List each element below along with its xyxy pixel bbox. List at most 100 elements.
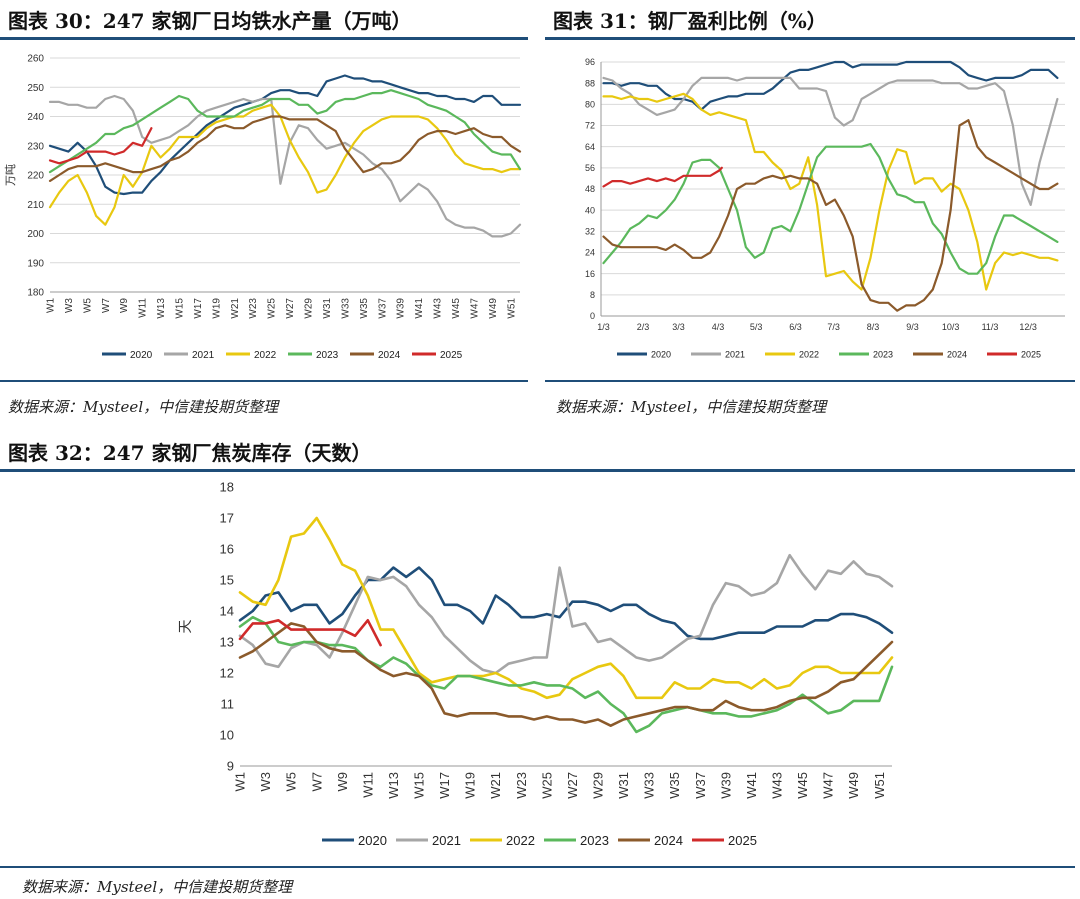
- y-axis-label: 天: [177, 620, 193, 634]
- legend-label-2023: 2023: [580, 833, 609, 848]
- x-tick-label: W35: [667, 772, 682, 799]
- y-tick-label: 88: [585, 78, 595, 88]
- x-tick-label: W9: [335, 772, 350, 792]
- legend-label-2023: 2023: [873, 349, 893, 359]
- x-tick-label: W29: [304, 298, 315, 319]
- y-tick-label: 10: [220, 728, 234, 743]
- legend-label-2023: 2023: [316, 350, 339, 361]
- x-tick-label: W17: [193, 298, 204, 319]
- y-tick-label: 56: [585, 163, 595, 173]
- y-tick-label: 0: [590, 311, 595, 321]
- x-tick-label: W23: [248, 298, 259, 319]
- x-tick-label: W49: [846, 772, 861, 799]
- chart-30-title: 图表 30：247 家钢厂日均铁水产量（万吨）: [8, 9, 412, 33]
- x-tick-label: W11: [138, 298, 149, 318]
- y-tick-label: 18: [220, 480, 234, 495]
- chart-30-bottom-rule: [0, 380, 528, 382]
- y-tick-label: 80: [585, 99, 595, 109]
- chart-32-rule: [0, 469, 1075, 472]
- series-line-2024: [238, 622, 894, 727]
- legend-label-2021: 2021: [192, 350, 215, 361]
- x-tick-label: W29: [591, 772, 606, 799]
- series-line-2021: [238, 553, 894, 675]
- legend-label-2022: 2022: [506, 833, 535, 848]
- x-tick-label: W31: [616, 772, 631, 799]
- x-tick-label: W7: [309, 772, 324, 792]
- x-tick-label: 9/3: [906, 322, 919, 332]
- x-tick-label: W15: [412, 772, 427, 799]
- y-tick-label: 220: [27, 171, 44, 182]
- x-tick-label: W35: [359, 298, 370, 319]
- y-tick-label: 64: [585, 142, 595, 152]
- chart-30-svg: 180 190 200 210 220 230 240 250 260 W1 W3 W5 W7 W9 W11…: [4, 54, 522, 361]
- y-tick-label: 260: [27, 54, 44, 65]
- y-tick-label: 12: [220, 666, 234, 681]
- chart-32-title: 图表 32：247 家钢厂焦炭库存（天数）: [8, 441, 372, 465]
- x-tick-label: W11: [360, 772, 375, 798]
- y-tick-label: 72: [585, 121, 595, 131]
- x-tick-label: W41: [744, 772, 759, 799]
- x-tick-label: 10/3: [942, 322, 960, 332]
- x-tick-label: W15: [175, 298, 186, 319]
- series-line-2020: [238, 566, 894, 641]
- x-tick-label: W33: [642, 772, 657, 799]
- x-tick-label: W51: [506, 298, 517, 319]
- x-tick-label: W21: [230, 298, 241, 319]
- series-line-2022: [48, 103, 522, 226]
- legend-label-2021: 2021: [432, 833, 461, 848]
- y-tick-label: 230: [27, 141, 44, 152]
- x-tick-label: W39: [718, 772, 733, 799]
- chart-32: 9 10 11 12 13 14 15 16 17 18 W1 W3 W5 W7 W9 W11 W13 W15 W1…: [0, 474, 1075, 864]
- y-tick-label: 190: [27, 258, 44, 269]
- chart-31-rule: [545, 37, 1075, 40]
- series-line-2022: [602, 92, 1059, 291]
- series-line-2023: [238, 615, 894, 734]
- x-tick-label: W51: [872, 772, 887, 799]
- x-tick-label: W13: [156, 298, 167, 319]
- y-tick-label: 17: [220, 511, 234, 526]
- legend-label-2022: 2022: [254, 350, 277, 361]
- y-tick-label: 40: [585, 205, 595, 215]
- y-tick-label: 13: [220, 635, 234, 650]
- legend-label-2024: 2024: [654, 833, 683, 848]
- x-tick-label: W41: [414, 298, 425, 319]
- y-tick-label: 14: [220, 604, 234, 619]
- x-tick-label: W47: [821, 772, 836, 799]
- y-tick-label: 96: [585, 57, 595, 67]
- series-line-2025: [238, 619, 382, 647]
- x-tick-label: W19: [211, 298, 222, 319]
- x-tick-label: W27: [285, 298, 296, 319]
- x-tick-label: W3: [258, 772, 273, 792]
- x-tick-label: 3/3: [672, 322, 685, 332]
- x-tick-label: W1: [46, 298, 57, 313]
- x-tick-label: W3: [64, 298, 75, 313]
- chart-30-rule: [0, 37, 528, 40]
- x-tick-label: W5: [284, 772, 299, 792]
- x-tick-label: W23: [514, 772, 529, 799]
- chart-32-source: 数据来源：Mysteel，中信建投期货整理: [22, 878, 293, 896]
- x-tick-label: W43: [769, 772, 784, 799]
- x-tick-label: W31: [322, 298, 333, 319]
- y-tick-label: 180: [27, 288, 44, 299]
- x-tick-label: W47: [469, 298, 480, 319]
- x-tick-label: W19: [463, 772, 478, 799]
- x-tick-label: W45: [451, 298, 462, 319]
- chart-31-bottom-rule: [545, 380, 1075, 382]
- x-tick-label: W5: [82, 298, 93, 313]
- y-tick-label: 48: [585, 184, 595, 194]
- y-tick-label: 24: [585, 248, 595, 258]
- x-tick-label: 4/3: [712, 322, 725, 332]
- y-tick-label: 16: [220, 542, 234, 557]
- series-line-2020: [48, 74, 522, 196]
- x-tick-label: 6/3: [789, 322, 802, 332]
- legend-label-2022: 2022: [799, 349, 819, 359]
- series-line-2023: [48, 89, 522, 174]
- y-axis-label: 万吨: [4, 164, 17, 186]
- chart-31-title: 图表 31：钢厂盈利比例（%）: [553, 9, 827, 33]
- chart-32-svg: 9 10 11 12 13 14 15 16 17 18 W1 W3 W5 W7 W9 W11 W13 W15 W1…: [177, 480, 894, 848]
- x-tick-label: 7/3: [827, 322, 840, 332]
- series-line-2024: [602, 119, 1059, 312]
- x-tick-label: 5/3: [750, 322, 763, 332]
- x-tick-label: W45: [795, 772, 810, 799]
- y-tick-label: 32: [585, 226, 595, 236]
